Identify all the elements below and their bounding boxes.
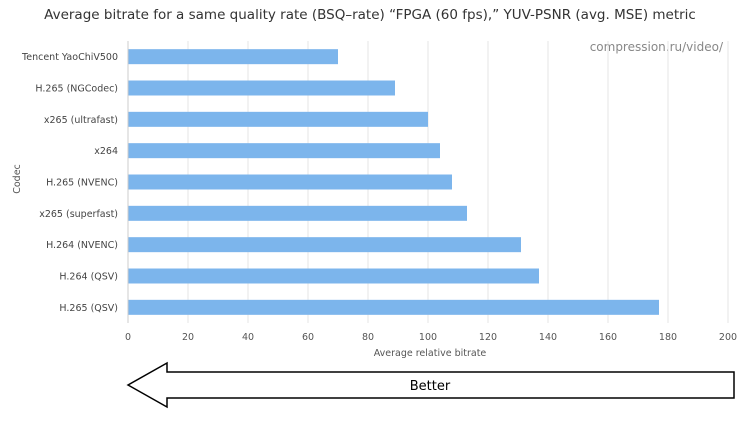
- bar-0: [128, 49, 338, 65]
- x-axis-label: Average relative bitrate: [374, 348, 487, 359]
- better-label: Better: [410, 379, 451, 394]
- better-arrow-icon: [126, 361, 735, 409]
- chart-title: Average bitrate for a same quality rate …: [44, 7, 696, 23]
- x-tick-label-40: 40: [242, 332, 254, 343]
- category-label-8: H.265 (QSV): [59, 303, 118, 314]
- bar-6: [128, 237, 521, 253]
- y-axis-label: Codec: [12, 164, 23, 194]
- category-label-5: x265 (superfast): [39, 209, 118, 220]
- bar-4: [128, 174, 452, 190]
- bar-8: [128, 299, 659, 315]
- x-tick-labels: 0 20 40 60 80 100 120 140 160 180 200: [125, 332, 737, 343]
- category-label-6: H.264 (NVENC): [46, 240, 118, 251]
- bar-2: [128, 111, 428, 127]
- x-tick-label-0: 0: [125, 332, 131, 343]
- category-label-3: x264: [94, 146, 118, 157]
- category-labels: Tencent YaoChiV500 H.265 (NGCodec) x265 (u…: [21, 52, 118, 314]
- bar-7: [128, 268, 539, 284]
- x-tick-label-180: 180: [659, 332, 677, 343]
- chart-watermark: compression.ru/video/: [590, 40, 724, 54]
- x-tick-label-200: 200: [719, 332, 737, 343]
- category-label-7: H.264 (QSV): [59, 272, 118, 283]
- x-tick-label-100: 100: [419, 332, 437, 343]
- x-tick-label-160: 160: [599, 332, 617, 343]
- x-tick-label-140: 140: [539, 332, 557, 343]
- x-tick-label-80: 80: [362, 332, 374, 343]
- category-label-0: Tencent YaoChiV500: [21, 52, 118, 63]
- category-label-4: H.265 (NVENC): [46, 178, 118, 189]
- bar-5: [128, 205, 467, 221]
- x-tick-label-120: 120: [479, 332, 497, 343]
- bar-1: [128, 80, 395, 96]
- x-tick-label-60: 60: [302, 332, 314, 343]
- category-label-2: x265 (ultrafast): [44, 115, 118, 126]
- bars: [128, 49, 659, 315]
- x-tick-label-20: 20: [182, 332, 194, 343]
- bar-3: [128, 143, 440, 159]
- category-label-1: H.265 (NGCodec): [35, 84, 118, 95]
